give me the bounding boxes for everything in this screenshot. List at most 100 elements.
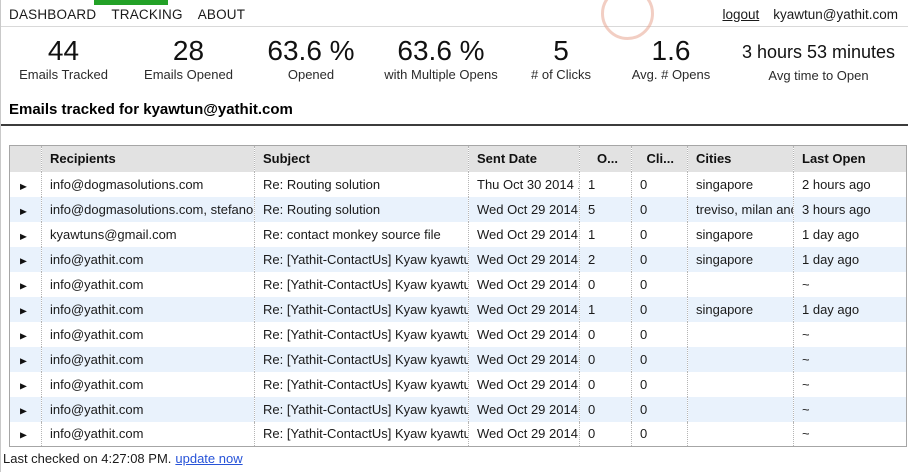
table-row[interactable]: ▶ info@yathit.com Re: [Yathit-ContactUs]…	[9, 396, 907, 422]
cell-last-open: 1 day ago	[793, 221, 907, 247]
row-expander-cell[interactable]: ▶	[10, 422, 42, 447]
row-expander-cell[interactable]: ▶	[10, 272, 42, 297]
stat-label: with Multiple Opens	[384, 67, 498, 82]
row-expander-cell[interactable]: ▶	[10, 197, 42, 222]
stat-value: 63.6 %	[397, 35, 485, 66]
expand-arrow-icon[interactable]: ▶	[20, 281, 27, 291]
stat-value: 3 hours 53 minutes	[741, 42, 896, 62]
row-expander-cell[interactable]: ▶	[10, 322, 42, 347]
table-row[interactable]: ▶ info@yathit.com Re: [Yathit-ContactUs]…	[9, 371, 907, 397]
table-row[interactable]: ▶ info@yathit.com Re: [Yathit-ContactUs]…	[9, 321, 907, 347]
expand-arrow-icon[interactable]: ▶	[20, 356, 27, 366]
column-header[interactable]: Cities	[687, 145, 794, 172]
footer: Last checked on 4:27:08 PM. update now	[1, 451, 908, 466]
cell-subject: Re: [Yathit-ContactUs] Kyaw kyawtun@y	[254, 396, 469, 422]
cell-last-open: ~	[793, 271, 907, 297]
last-checked-text: Last checked on 4:27:08 PM.	[3, 451, 172, 466]
cell-cities: singapore	[687, 221, 794, 247]
stat-label: Avg. # Opens	[631, 67, 711, 82]
stats-row: 44 Emails Tracked 28 Emails Opened 63.6 …	[1, 27, 908, 90]
cell-opens: 2	[579, 246, 632, 272]
expand-arrow-icon[interactable]: ▶	[20, 231, 27, 241]
row-expander-cell[interactable]: ▶	[10, 247, 42, 272]
nav-tab[interactable]: TRACKING	[111, 7, 183, 22]
update-now-link[interactable]: update now	[175, 451, 243, 466]
expand-arrow-icon[interactable]: ▶	[20, 406, 27, 416]
cell-opens: 1	[579, 296, 632, 322]
cell-last-open: ~	[793, 321, 907, 347]
table-row[interactable]: ▶ kyawtuns@gmail.com Re: contact monkey …	[9, 221, 907, 247]
row-expander-cell[interactable]: ▶	[10, 172, 42, 197]
cell-recipients: info@yathit.com	[41, 346, 255, 372]
cell-opens: 0	[579, 271, 632, 297]
cell-sent-date: Wed Oct 29 2014 1	[468, 346, 580, 372]
expand-arrow-icon[interactable]: ▶	[20, 381, 27, 391]
stat-label: # of Clicks	[531, 67, 591, 82]
cell-clicks: 0	[631, 371, 688, 397]
table-row[interactable]: ▶ info@yathit.com Re: [Yathit-ContactUs]…	[9, 271, 907, 297]
stat-value: 44	[47, 35, 80, 66]
cell-recipients: info@yathit.com	[41, 421, 255, 447]
row-expander-cell[interactable]: ▶	[10, 397, 42, 422]
expand-arrow-icon[interactable]: ▶	[20, 430, 27, 440]
cell-sent-date: Wed Oct 29 2014 1	[468, 371, 580, 397]
expand-arrow-icon[interactable]: ▶	[20, 256, 27, 266]
column-header[interactable]: O...	[579, 145, 632, 172]
cell-recipients: info@yathit.com	[41, 246, 255, 272]
cell-recipients: info@yathit.com	[41, 271, 255, 297]
cell-last-open: ~	[793, 371, 907, 397]
expand-arrow-icon[interactable]: ▶	[20, 306, 27, 316]
cell-clicks: 0	[631, 421, 688, 447]
column-header[interactable]: Cli...	[631, 145, 688, 172]
cell-opens: 0	[579, 396, 632, 422]
cell-cities: singapore	[687, 296, 794, 322]
expand-arrow-icon[interactable]: ▶	[20, 181, 27, 191]
nav-right: logout kyawtun@yathit.com	[722, 5, 898, 22]
nav-tab[interactable]: DASHBOARD	[9, 7, 97, 22]
cell-subject: Re: [Yathit-ContactUs] Kyaw kyawtun@y	[254, 296, 469, 322]
expand-arrow-icon[interactable]: ▶	[20, 206, 27, 216]
table-row[interactable]: ▶ info@dogmasolutions.com, stefano@dig R…	[9, 196, 907, 222]
row-expander-cell[interactable]: ▶	[10, 347, 42, 372]
cell-last-open: ~	[793, 421, 907, 447]
section-title: Emails tracked for kyawtun@yathit.com	[1, 97, 908, 126]
table-row[interactable]: ▶ info@dogmasolutions.com Re: Routing so…	[9, 171, 907, 197]
cell-clicks: 0	[631, 196, 688, 222]
cell-opens: 1	[579, 171, 632, 197]
table-row[interactable]: ▶ info@yathit.com Re: [Yathit-ContactUs]…	[9, 346, 907, 372]
cell-cities	[687, 271, 794, 297]
column-header[interactable]: Recipients	[41, 145, 255, 172]
logout-link[interactable]: logout	[722, 6, 760, 22]
cell-recipients: kyawtuns@gmail.com	[41, 221, 255, 247]
row-expander-cell[interactable]: ▶	[10, 297, 42, 322]
table-header-row: Recipients Subject Sent Date O... Cli...…	[9, 145, 907, 172]
emails-table: Recipients Subject Sent Date O... Cli...…	[9, 145, 907, 447]
stat-value: 63.6 %	[267, 35, 355, 66]
row-expander-cell[interactable]: ▶	[10, 372, 42, 397]
cell-sent-date: Wed Oct 29 2014 2	[468, 196, 580, 222]
cell-recipients: info@yathit.com	[41, 296, 255, 322]
expand-arrow-icon[interactable]: ▶	[20, 331, 27, 341]
cell-cities	[687, 321, 794, 347]
cell-clicks: 0	[631, 221, 688, 247]
header-expander	[10, 146, 42, 172]
cell-opens: 0	[579, 346, 632, 372]
cell-recipients: info@yathit.com	[41, 371, 255, 397]
table-row[interactable]: ▶ info@yathit.com Re: [Yathit-ContactUs]…	[9, 296, 907, 322]
table-body: ▶ info@dogmasolutions.com Re: Routing so…	[9, 171, 907, 447]
stat-box: 3 hours 53 minutes Avg time to Open	[731, 36, 906, 90]
cell-cities: treviso, milan and s	[687, 196, 794, 222]
column-header[interactable]: Last Open	[793, 145, 907, 172]
cell-clicks: 0	[631, 271, 688, 297]
nav-tab[interactable]: ABOUT	[197, 7, 246, 22]
cell-cities: singapore	[687, 171, 794, 197]
table-row[interactable]: ▶ info@yathit.com Re: [Yathit-ContactUs]…	[9, 246, 907, 272]
column-header[interactable]: Sent Date	[468, 145, 580, 172]
cell-clicks: 0	[631, 246, 688, 272]
row-expander-cell[interactable]: ▶	[10, 222, 42, 247]
column-header[interactable]: Subject	[254, 145, 469, 172]
cell-clicks: 0	[631, 171, 688, 197]
stat-box: 1.6 Avg. # Opens	[611, 36, 731, 90]
table-row[interactable]: ▶ info@yathit.com Re: [Yathit-ContactUs]…	[9, 421, 907, 447]
cell-subject: Re: [Yathit-ContactUs] Kyaw kyawtun@y	[254, 346, 469, 372]
